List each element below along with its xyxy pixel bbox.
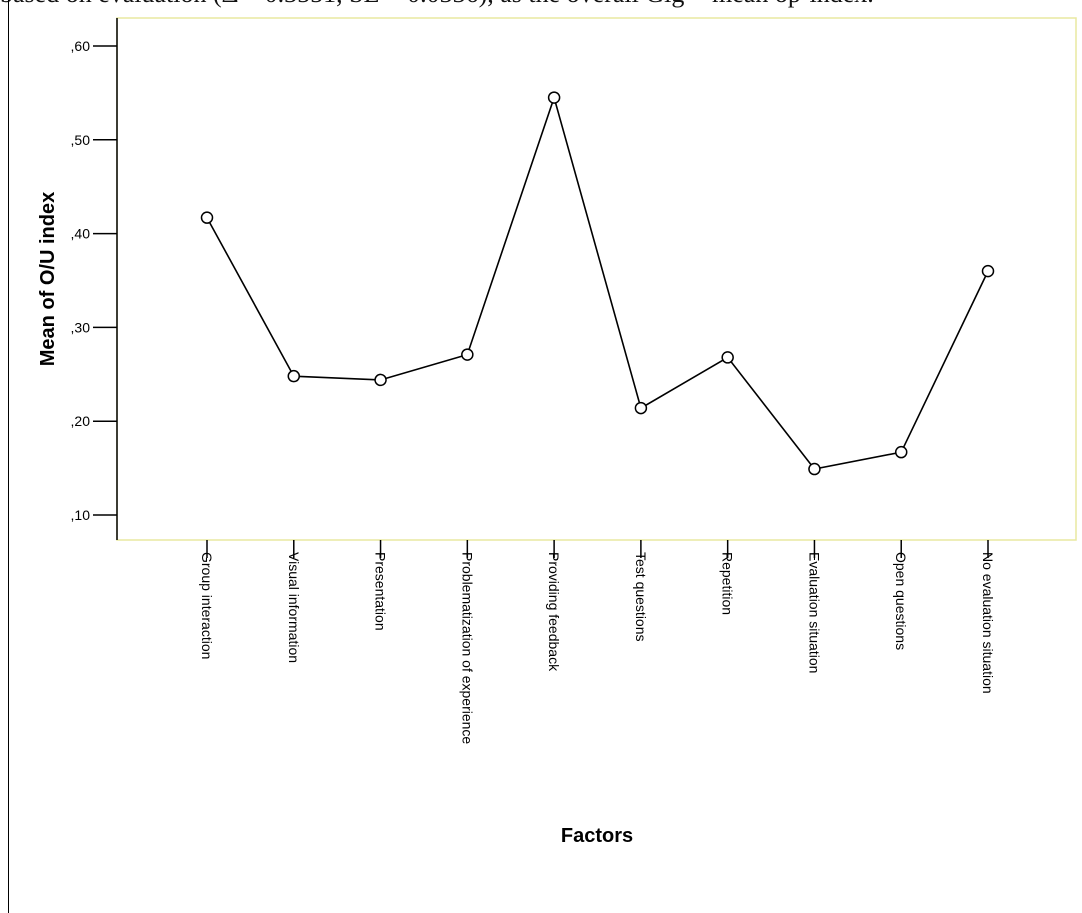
series-line bbox=[206, 94, 989, 470]
figure-frame-left-border bbox=[8, 0, 9, 913]
x-category-label: Group interaction bbox=[199, 552, 215, 659]
x-category-label: Presentation bbox=[373, 552, 389, 631]
x-category-label: No evaluation situation bbox=[980, 552, 996, 694]
series-markers bbox=[200, 91, 995, 476]
data-point-marker bbox=[461, 348, 474, 361]
x-category-label: Evaluation situation bbox=[806, 552, 822, 673]
data-point-marker bbox=[981, 264, 995, 278]
y-axis-title: Mean of O/U index bbox=[37, 192, 59, 366]
cropped-caption-text: based on evaluation (Δ = 0.3551, SE = 0.… bbox=[0, 0, 1082, 9]
y-tick-label: ,20 bbox=[71, 413, 91, 429]
data-point-marker bbox=[200, 211, 214, 224]
data-point-marker bbox=[374, 373, 387, 387]
y-tick-label: ,40 bbox=[71, 226, 91, 242]
x-category-label: Problematization of experience bbox=[459, 552, 475, 744]
data-point-marker bbox=[287, 369, 301, 383]
x-axis-category-labels: Group interaction Visual information Prese… bbox=[199, 540, 996, 744]
data-point-marker bbox=[634, 401, 648, 415]
y-tick-label: ,30 bbox=[71, 319, 91, 335]
y-tick-label: ,50 bbox=[71, 132, 91, 148]
data-point-marker bbox=[808, 462, 821, 476]
y-tick-label: ,60 bbox=[71, 38, 91, 54]
x-category-label: Providing feedback bbox=[546, 552, 562, 672]
plot-area-border bbox=[116, 17, 1077, 541]
x-category-label: Repetition bbox=[720, 552, 736, 615]
y-axis-ticks: ,10 ,20 ,30 ,40 ,50 ,60 bbox=[71, 38, 117, 523]
x-category-label: Open questions bbox=[893, 552, 909, 650]
data-point-marker bbox=[547, 91, 561, 104]
y-tick-label: ,10 bbox=[71, 507, 91, 523]
data-point-marker bbox=[894, 445, 908, 459]
x-category-label: Test questions bbox=[633, 552, 649, 642]
x-category-label: Visual information bbox=[286, 552, 302, 663]
data-point-marker bbox=[721, 351, 734, 364]
x-axis-title: Factors bbox=[561, 825, 633, 847]
